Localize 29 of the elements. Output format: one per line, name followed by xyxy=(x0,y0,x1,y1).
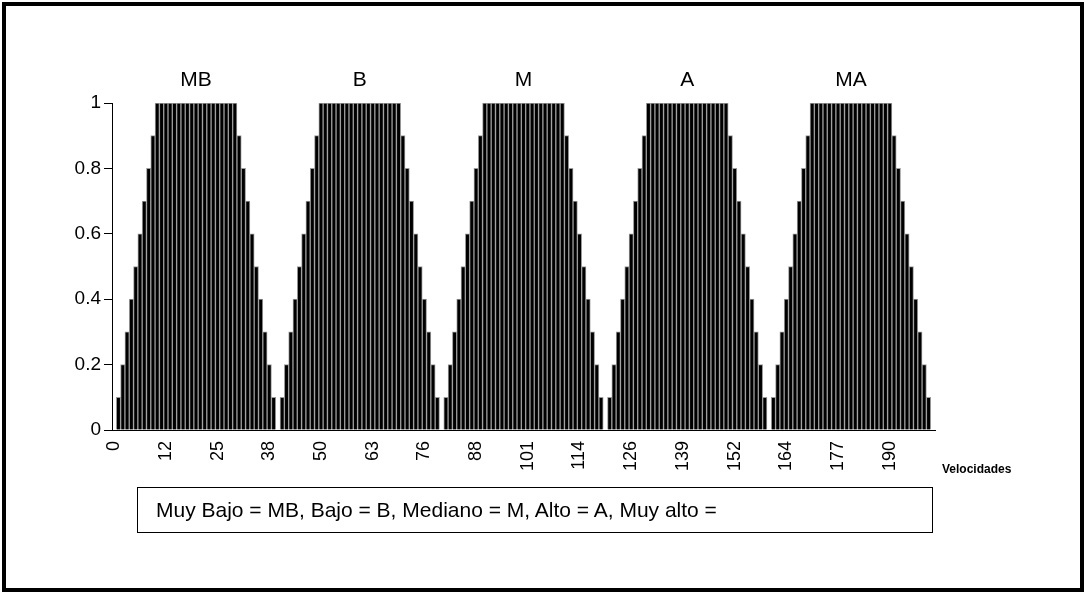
y-tick-label: 0.4 xyxy=(74,287,102,309)
y-tick-label: 1 xyxy=(90,91,101,113)
x-tick-label: 38 xyxy=(258,441,279,462)
x-tick-label: 126 xyxy=(620,441,641,472)
x-tick-label: 101 xyxy=(516,441,537,472)
annotation: M xyxy=(514,67,533,91)
annotation: A xyxy=(680,67,695,91)
x-tick-label: 164 xyxy=(775,441,796,472)
x-tick-label: 139 xyxy=(671,441,692,472)
y-tick-label: 0.2 xyxy=(74,352,101,374)
x-tick-label: 88 xyxy=(465,441,486,462)
annotation: MA xyxy=(835,67,867,91)
annotation: B xyxy=(352,67,367,91)
annotation: MB xyxy=(180,67,212,91)
x-tick-label: 50 xyxy=(309,441,330,462)
y-tick-label: 0.8 xyxy=(74,156,101,178)
x-tick-label: 152 xyxy=(723,441,744,472)
x-tick-label: 12 xyxy=(154,441,175,462)
x-tick-label: 76 xyxy=(413,441,434,462)
y-tick-label: 0.6 xyxy=(74,222,101,244)
x-tick-label: 177 xyxy=(827,441,848,472)
x-tick-label: 25 xyxy=(206,441,227,462)
x-tick-label: 190 xyxy=(878,441,899,472)
text: Muy Bajo = MB, Bajo = B, Mediano = M, Alto = A, Muy alto = xyxy=(137,487,933,533)
x-tick-label: 114 xyxy=(568,441,589,470)
y-tick-label: 0 xyxy=(90,418,101,440)
x-tick-label: 63 xyxy=(361,441,382,462)
x-axis-title: Velocidades xyxy=(942,462,1012,476)
x-tick-label: 0 xyxy=(103,441,124,452)
